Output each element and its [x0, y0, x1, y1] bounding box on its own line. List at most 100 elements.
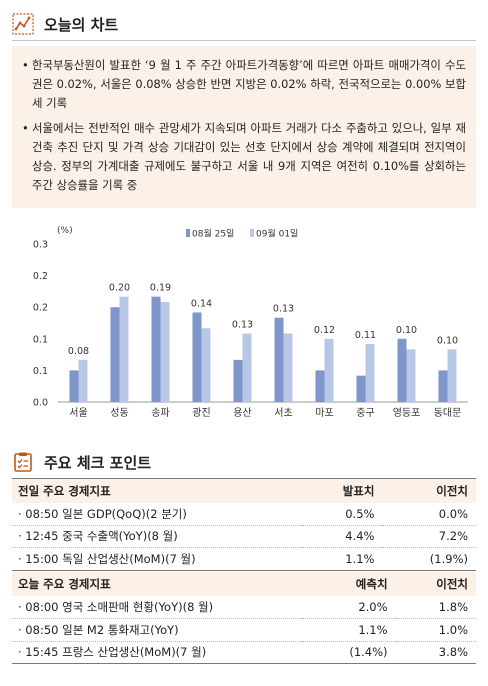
indicator-name: · 12:45 중국 수출액(YoY)(8 월) [12, 525, 302, 548]
y-tick-label: 0.0 [33, 398, 48, 409]
x-tick-label: 용산 [233, 407, 251, 419]
indicator-name: · 08:50 일본 M2 통화재고(YoY) [12, 618, 302, 642]
data-label: 0.10 [396, 325, 417, 336]
x-tick-label: 동대문 [434, 407, 462, 419]
data-label: 0.12 [314, 325, 335, 336]
bar-aug25 [315, 370, 325, 402]
legend-swatch [250, 229, 254, 237]
x-tick-label: 성동 [110, 407, 128, 419]
table-row: · 08:50 일본 GDP(QoQ)(2 분기) 0.5% 0.0% [12, 502, 476, 526]
data-label: 0.14 [191, 298, 212, 309]
data-label: 0.13 [273, 304, 294, 315]
bar-sep01 [78, 359, 88, 402]
data-label: 0.13 [232, 320, 253, 331]
indicator-name: · 15:45 프랑스 산업생산(MoM)(7 월) [12, 641, 302, 664]
column-header: 발표치 [302, 478, 383, 503]
data-label: 0.19 [150, 283, 171, 294]
bullet-marker: • [22, 121, 29, 135]
column-header: 전일 주요 경제지표 [12, 478, 302, 503]
bar-sep01 [160, 301, 170, 402]
data-label: 0.10 [437, 335, 458, 346]
data-label: 0.20 [109, 283, 130, 294]
bar-aug25 [274, 317, 284, 402]
x-tick-label: 서초 [274, 407, 292, 419]
checklist-icon [12, 451, 34, 473]
x-tick-label: 서울 [69, 407, 87, 419]
actual-value: 4.4% [302, 525, 383, 548]
previous-day-indicators-table: 전일 주요 경제지표 발표치 이전치 · 08:50 일본 GDP(QoQ)(2… [12, 478, 476, 571]
bar-sep01 [283, 333, 293, 402]
x-tick-label: 마포 [315, 407, 333, 419]
bar-aug25 [110, 307, 120, 402]
bar-aug25 [438, 370, 448, 402]
column-header: 오늘 주요 경제지표 [12, 572, 302, 596]
bar-aug25 [356, 375, 366, 402]
column-header: 이전치 [395, 572, 476, 596]
actual-value: 1.1% [302, 547, 383, 571]
bar-sep01 [406, 349, 416, 402]
bar-aug25 [151, 296, 161, 402]
indicator-name: · 08:50 일본 GDP(QoQ)(2 분기) [12, 502, 302, 526]
bar-aug25 [192, 312, 202, 402]
legend-label: 08월 25일 [192, 228, 234, 240]
previous-value: 1.8% [395, 596, 476, 619]
bullet-text: 서울에서는 전반적인 매수 관망세가 지속되며 아파트 거래가 다소 주춤하고 … [32, 121, 466, 192]
today-indicators-table: 오늘 주요 경제지표 예측치 이전치 · 08:00 영국 소매판매 현황(Yo… [12, 572, 476, 664]
bar-aug25 [69, 370, 79, 402]
previous-value: 0.0% [382, 502, 476, 526]
y-tick-label: 0.3 [33, 240, 48, 251]
table-row: · 15:45 프랑스 산업생산(MoM)(7 월) (1.4%) 3.8% [12, 641, 476, 664]
x-tick-label: 중구 [356, 407, 374, 419]
section-header-check-points: 주요 체크 포인트 [12, 448, 476, 476]
previous-value: (1.9%) [382, 547, 476, 571]
bar-sep01 [324, 338, 334, 402]
bar-sep01 [242, 333, 252, 402]
bar-aug25 [233, 359, 243, 402]
forecast-value: (1.4%) [302, 641, 396, 664]
indicator-name: · 15:00 독일 산업생산(MoM)(7 월) [12, 547, 302, 571]
table-row: · 08:50 일본 M2 통화재고(YoY) 1.1% 1.0% [12, 618, 476, 642]
table-row: · 12:45 중국 수출액(YoY)(8 월) 4.4% 7.2% [12, 525, 476, 548]
data-label: 0.08 [68, 346, 89, 357]
previous-value: 3.8% [395, 641, 476, 664]
bar-sep01 [201, 328, 211, 402]
section-title: 주요 체크 포인트 [44, 453, 152, 472]
previous-value: 1.0% [395, 618, 476, 642]
summary-box: • 한국부동산원이 발표한 ‘9 월 1 주 주간 아파트가격동향’에 따르면 … [12, 46, 476, 208]
actual-value: 0.5% [302, 502, 383, 526]
summary-bullet: • 한국부동산원이 발표한 ‘9 월 1 주 주간 아파트가격동향’에 따르면 … [22, 56, 466, 113]
table-header-row: 전일 주요 경제지표 발표치 이전치 [12, 478, 476, 503]
y-tick-label: 0.1 [33, 334, 48, 345]
previous-value: 7.2% [382, 525, 476, 548]
section-header-today-chart: 오늘의 차트 [12, 8, 476, 40]
legend-label: 09월 01일 [256, 228, 298, 240]
bar-sep01 [119, 296, 129, 402]
x-tick-label: 광진 [192, 407, 210, 419]
bar-sep01 [447, 349, 457, 402]
x-tick-label: 영등포 [393, 407, 421, 419]
x-tick-label: 송파 [151, 407, 169, 419]
y-unit-label: (%) [57, 226, 73, 236]
y-tick-label: 0.1 [33, 366, 48, 377]
y-tick-label: 0.2 [33, 303, 48, 314]
table-header-row: 오늘 주요 경제지표 예측치 이전치 [12, 572, 476, 596]
summary-bullet: • 서울에서는 전반적인 매수 관망세가 지속되며 아파트 거래가 다소 주춤하… [22, 119, 466, 195]
indicator-name: · 08:00 영국 소매판매 현황(YoY)(8 월) [12, 596, 302, 619]
legend-swatch [186, 229, 190, 237]
bar-sep01 [365, 344, 375, 402]
table-row: · 15:00 독일 산업생산(MoM)(7 월) 1.1% (1.9%) [12, 547, 476, 571]
trend-chart-icon [12, 13, 34, 35]
bar-aug25 [397, 338, 407, 402]
bullet-text: 한국부동산원이 발표한 ‘9 월 1 주 주간 아파트가격동향’에 따르면 아파… [32, 58, 466, 110]
table-row: · 08:00 영국 소매판매 현황(YoY)(8 월) 2.0% 1.8% [12, 596, 476, 619]
column-header: 예측치 [302, 572, 396, 596]
bar-chart: (%) 0.0 0.1 0.1 0.2 0.2 0.3 08월 25일 09월 01일 0.08 서… [33, 226, 468, 419]
section-title: 오늘의 차트 [44, 15, 119, 34]
column-header: 이전치 [382, 478, 476, 503]
y-tick-label: 0.2 [33, 271, 48, 282]
forecast-value: 1.1% [302, 618, 396, 642]
header-divider [12, 40, 476, 41]
data-label: 0.11 [355, 330, 376, 341]
forecast-value: 2.0% [302, 596, 396, 619]
bullet-marker: • [22, 58, 29, 72]
